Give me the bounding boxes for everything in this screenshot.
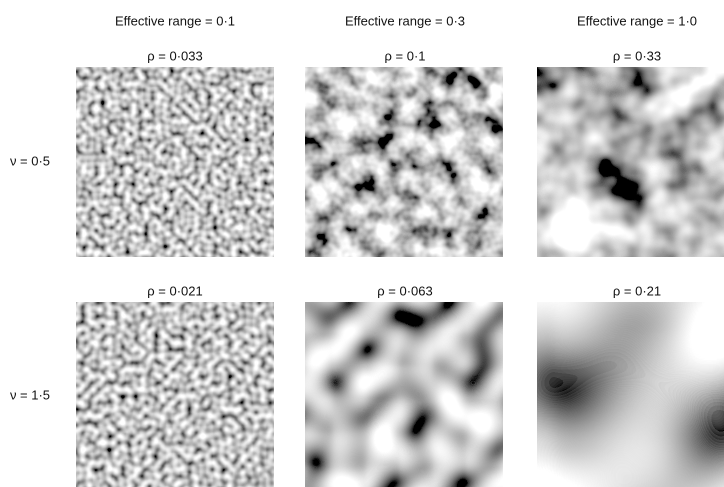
column-header: Effective range = 0·1 xyxy=(115,13,235,28)
column-header: Effective range = 0·3 xyxy=(345,13,465,28)
panel-title: ρ = 0·033 xyxy=(147,48,202,63)
column-header: Effective range = 1·0 xyxy=(577,13,697,28)
panel-title: ρ = 0·1 xyxy=(385,48,426,63)
panel-title: ρ = 0·33 xyxy=(613,48,661,63)
panel-title: ρ = 0·21 xyxy=(613,283,661,298)
field-image xyxy=(304,301,504,487)
field-image xyxy=(536,301,724,487)
panel-title: ρ = 0·021 xyxy=(147,283,202,298)
field-image xyxy=(304,66,504,258)
field-image xyxy=(536,66,724,258)
panel-title: ρ = 0·063 xyxy=(377,283,432,298)
row-label: ν = 0·5 xyxy=(10,153,50,168)
row-label: ν = 1·5 xyxy=(10,387,50,402)
field-image xyxy=(75,301,275,487)
field-image xyxy=(75,66,275,258)
